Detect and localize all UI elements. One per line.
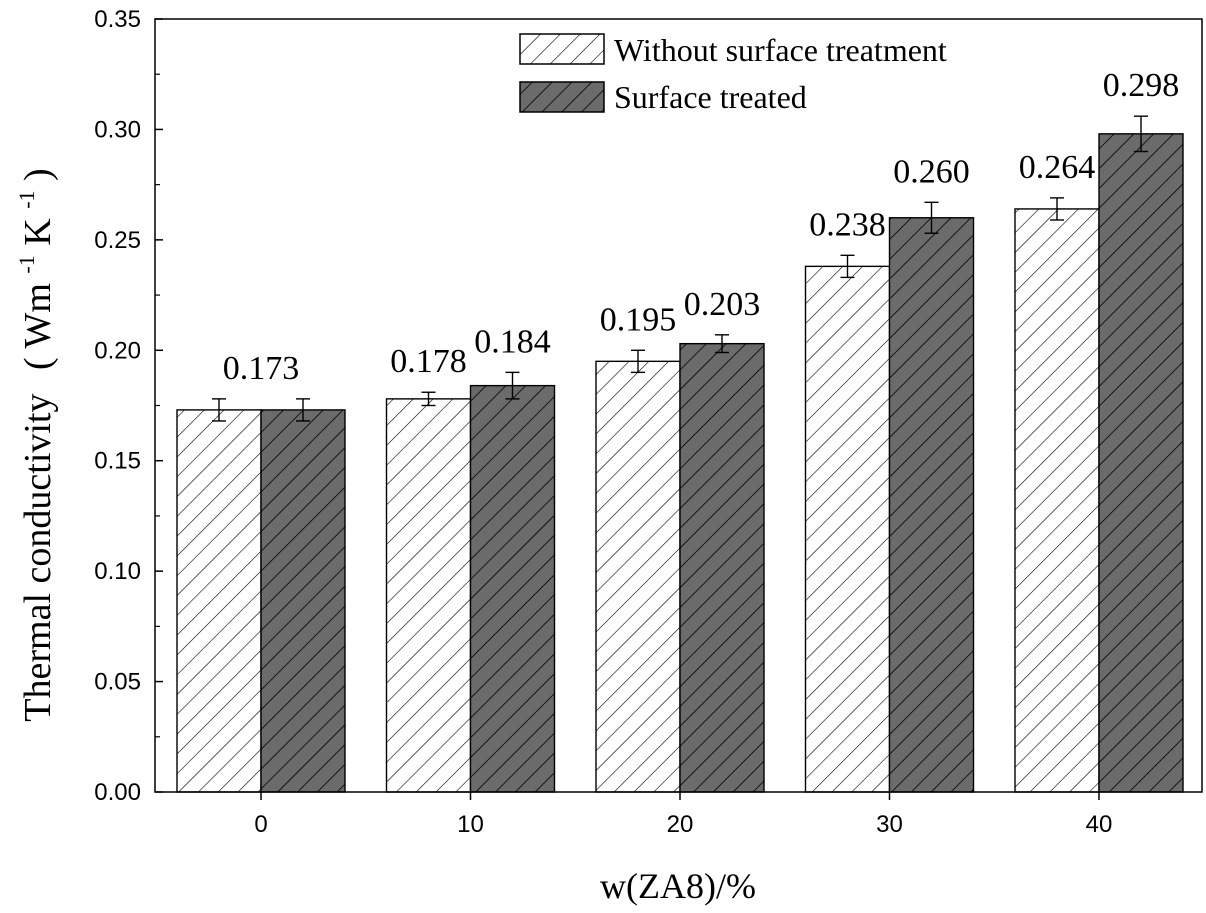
error-bar-without-surface-treatment-20 xyxy=(631,349,645,374)
x-tick-label: 20 xyxy=(667,811,694,838)
y-axis-title-unit-exp2: -1 xyxy=(14,190,39,208)
data-label-7: 0.264 xyxy=(1019,149,1096,186)
y-axis-title-main: Thermal conductivity xyxy=(17,394,59,722)
y-axis-title: Thermal conductivity ( Wm -1 K -1 ) xyxy=(1,168,59,721)
bar-surface-treated-30 xyxy=(888,217,975,793)
data-label-1: 0.178 xyxy=(390,343,467,380)
data-label-0: 0.173 xyxy=(223,350,300,387)
data-label-8: 0.298 xyxy=(1103,67,1180,104)
y-tick-label: 0.15 xyxy=(94,448,141,475)
svg-text:Thermal conductivity (: Thermal conductivity ( Wm -1 K -1 ) xyxy=(1,168,59,721)
x-tick-label: 40 xyxy=(1086,811,1113,838)
legend: Without surface treatment Surface treate… xyxy=(519,32,947,115)
bar-surface-treated-10 xyxy=(469,384,556,793)
x-tick-label: 10 xyxy=(457,811,484,838)
data-label-4: 0.203 xyxy=(684,286,761,323)
y-axis-title-unit-k: K xyxy=(17,218,59,246)
bar-without-surface-treatment-20 xyxy=(595,360,681,793)
y-tick-label: 0.25 xyxy=(94,227,141,254)
data-label-3: 0.195 xyxy=(600,301,677,338)
error-bar-surface-treated-10 xyxy=(505,371,520,400)
bar-without-surface-treatment-30 xyxy=(804,265,891,793)
bars-group xyxy=(176,133,1184,793)
y-axis-title-open-paren: ( xyxy=(17,357,59,370)
y-tick-label: 0.00 xyxy=(94,779,141,806)
bar-without-surface-treatment-10 xyxy=(385,398,472,793)
data-label-2: 0.184 xyxy=(474,323,551,360)
error-bar-without-surface-treatment-30 xyxy=(840,254,855,279)
y-axis-title-close-paren: ) xyxy=(17,168,59,181)
y-tick-label: 0.10 xyxy=(94,558,141,585)
legend-swatch-without-treatment xyxy=(519,33,605,65)
y-tick-label: 0.35 xyxy=(94,6,141,33)
error-bars-group xyxy=(212,115,1148,422)
legend-label-surface-treated: Surface treated xyxy=(614,79,807,115)
legend-swatch-surface-treated xyxy=(519,81,605,113)
y-tick-label: 0.20 xyxy=(94,337,141,364)
bar-without-surface-treatment-0 xyxy=(176,409,262,793)
error-bar-surface-treated-0 xyxy=(296,398,310,422)
bar-surface-treated-20 xyxy=(679,342,765,793)
y-axis: 0.00 0.05 0.10 0.15 0.20 0.25 0.30 0.35 xyxy=(94,6,163,806)
y-tick-label: 0.30 xyxy=(94,116,141,143)
bar-without-surface-treatment-40 xyxy=(1014,208,1100,793)
x-tick-label: 30 xyxy=(876,811,903,838)
y-tick-label: 0.05 xyxy=(94,669,141,696)
error-bar-surface-treated-30 xyxy=(924,201,939,234)
error-bar-without-surface-treatment-0 xyxy=(212,398,226,422)
error-bar-surface-treated-20 xyxy=(715,334,729,354)
legend-label-without-treatment: Without surface treatment xyxy=(614,32,947,68)
bar-surface-treated-40 xyxy=(1098,133,1184,793)
x-axis: 0 10 20 30 40 xyxy=(254,792,1112,838)
y-axis-title-unit-exp1: -1 xyxy=(14,255,39,273)
bar-surface-treated-0 xyxy=(260,409,346,793)
error-bar-without-surface-treatment-40 xyxy=(1050,197,1064,221)
data-label-6: 0.260 xyxy=(893,153,970,190)
data-label-5: 0.238 xyxy=(809,206,886,243)
x-tick-label: 0 xyxy=(254,811,267,838)
error-bar-surface-treated-40 xyxy=(1134,115,1148,153)
y-axis-title-unit-wm: Wm xyxy=(17,283,59,348)
x-axis-title: w(ZA8)/% xyxy=(600,866,756,906)
error-bar-without-surface-treatment-10 xyxy=(421,391,436,407)
